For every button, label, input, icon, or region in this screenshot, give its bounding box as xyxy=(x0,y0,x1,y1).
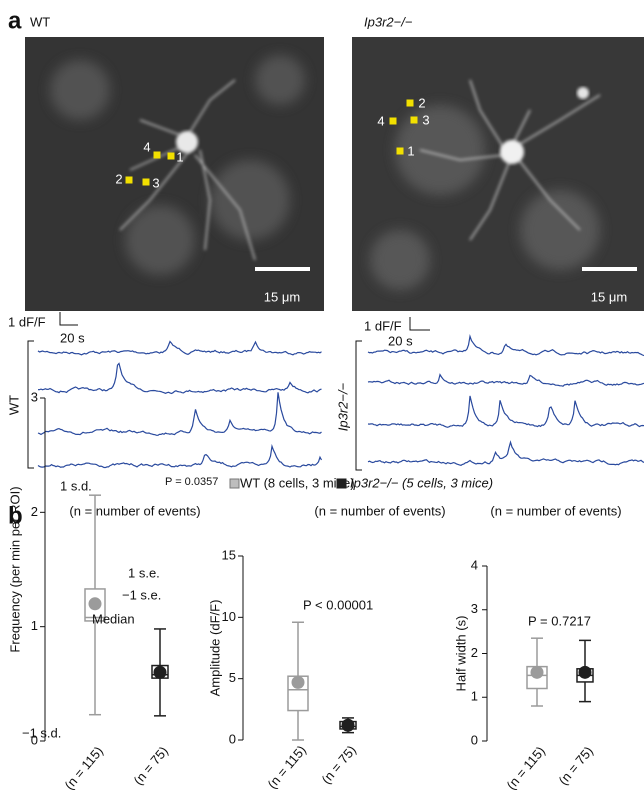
y-tick-label: 2 xyxy=(31,504,38,519)
roi-marker xyxy=(411,117,418,124)
y-tick-label: 3 xyxy=(471,601,478,616)
x-tick-label: (n = 75) xyxy=(130,743,171,787)
mean xyxy=(342,719,355,732)
roi-label: 1 xyxy=(407,143,414,158)
panel-label: a xyxy=(8,7,22,34)
trace xyxy=(368,442,644,465)
trace-scale-bar xyxy=(60,312,78,325)
y-axis-label: Frequency (per min per ROI) xyxy=(7,486,22,652)
y-axis-label: Amplitude (dF/F) xyxy=(207,600,222,697)
roi-marker xyxy=(143,179,150,186)
annotation: Median xyxy=(92,611,135,626)
y-tick-label: 4 xyxy=(471,557,478,572)
mean xyxy=(292,676,305,689)
scale-bar-label: 15 μm xyxy=(591,289,627,304)
roi-marker xyxy=(397,148,404,155)
roi-marker xyxy=(407,100,414,107)
roi-marker xyxy=(168,153,175,160)
mean xyxy=(89,597,102,610)
image-title: Ip3r2−/− xyxy=(364,14,413,29)
y-tick-label: 0 xyxy=(229,731,236,746)
roi-marker xyxy=(390,118,397,125)
y-tick-label: 1 xyxy=(31,618,38,633)
chart-subtitle: (n = number of events) xyxy=(69,503,200,518)
annotation: P < 0.00001 xyxy=(303,597,373,612)
y-tick-label: 2 xyxy=(471,645,478,660)
bracket xyxy=(28,341,34,468)
annotation: −1 s.d. xyxy=(22,725,61,740)
mean xyxy=(154,666,167,679)
legend-label: Ip3r2−/− (5 cells, 3 mice) xyxy=(350,475,493,490)
mean xyxy=(531,666,544,679)
legend-swatch xyxy=(337,479,346,488)
y-tick-label: 5 xyxy=(229,670,236,685)
x-tick-label: (n = 115) xyxy=(264,742,309,791)
annotation: 1 s.e. xyxy=(128,565,160,580)
trace xyxy=(368,396,644,427)
trace-scale-bar xyxy=(410,317,430,330)
roi-label: 2 xyxy=(418,95,425,110)
trace-label: Ip3r2−/− xyxy=(335,382,350,431)
trace xyxy=(38,364,322,394)
roi-label: 2 xyxy=(115,171,122,186)
annotation: −1 s.e. xyxy=(122,587,161,602)
y-tick-label: 15 xyxy=(222,547,236,562)
trace-label: WT xyxy=(6,395,21,415)
trace-scale-label: 1 dF/F xyxy=(364,318,402,333)
trace xyxy=(368,375,644,387)
figure: a WT Ip3r2−/− 15 μm 15 μm 1 dF/F 20 s 1 … xyxy=(0,0,644,796)
roi-marker xyxy=(154,152,161,159)
y-tick-label: 1 xyxy=(471,689,478,704)
roi-label: 4 xyxy=(377,113,384,128)
trace xyxy=(38,392,322,435)
roi-label: 1 xyxy=(176,149,183,164)
page: {"panel_a": {"label": "a", "wt": {"title… xyxy=(0,0,644,796)
legend-swatch xyxy=(230,479,239,488)
chart-subtitle: (n = number of events) xyxy=(490,503,621,518)
trace xyxy=(38,446,322,467)
x-tick-label: (n = 115) xyxy=(61,743,106,792)
y-axis-label: Half width (s) xyxy=(453,616,468,692)
x-tick-label: (n = 115) xyxy=(503,743,548,792)
roi-marker xyxy=(126,177,133,184)
annotation: 1 s.d. xyxy=(60,478,92,493)
mean xyxy=(579,666,592,679)
annotation: P = 0.0357 xyxy=(165,476,218,488)
trace-scale-label: 1 dF/F xyxy=(8,314,46,329)
x-tick-label: (n = 75) xyxy=(318,742,359,786)
roi-label: 3 xyxy=(152,175,159,190)
y-tick-label: 0 xyxy=(471,732,478,747)
trace-scale-label: 20 s xyxy=(60,330,85,345)
trace-scale-label: 20 s xyxy=(388,333,413,348)
roi-label: 4 xyxy=(143,139,150,154)
y-tick-label: 10 xyxy=(222,609,236,624)
annotation: P = 0.7217 xyxy=(528,613,591,628)
y-tick-label: 3 xyxy=(31,389,38,404)
roi-label: 3 xyxy=(422,112,429,127)
x-tick-label: (n = 75) xyxy=(555,743,596,787)
chart-subtitle: (n = number of events) xyxy=(314,503,445,518)
bracket xyxy=(356,341,362,470)
image-title: WT xyxy=(30,14,50,29)
scale-bar-label: 15 μm xyxy=(264,289,300,304)
